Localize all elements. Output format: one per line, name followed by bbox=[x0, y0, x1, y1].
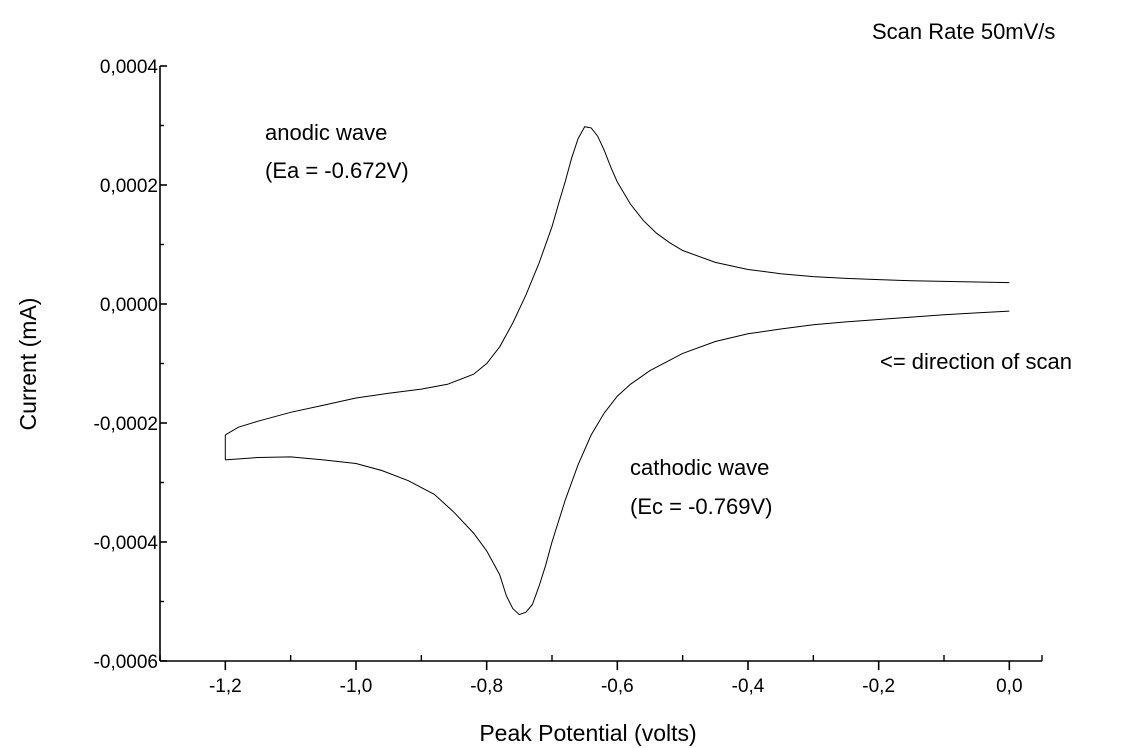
x-tick-label: -1,2 bbox=[209, 676, 242, 697]
x-tick-label: -0,8 bbox=[470, 676, 503, 697]
y-tick-label: 0,0000 bbox=[100, 295, 158, 316]
x-tick-label: 0,0 bbox=[996, 676, 1022, 697]
y-tick-label: -0,0004 bbox=[94, 533, 159, 554]
cathodic-potential-label: (Ec = -0.769V) bbox=[630, 494, 772, 519]
y-tick-label: -0,0002 bbox=[94, 414, 158, 435]
y-tick-label: 0,0002 bbox=[100, 176, 158, 197]
anodic-branch-line bbox=[225, 126, 1010, 436]
x-ticks: -1,2 -1,0 -0,8 -0,6 -0,4 -0,2 0,0 bbox=[159, 655, 1043, 697]
anodic-wave-label: anodic wave bbox=[265, 120, 387, 145]
cathodic-wave-label: cathodic wave bbox=[630, 455, 769, 480]
y-axis-label: Current (mA) bbox=[15, 298, 41, 431]
anodic-potential-label: (Ea = -0.672V) bbox=[265, 158, 409, 183]
scan-direction-label: <= direction of scan bbox=[880, 349, 1072, 374]
plot-area bbox=[224, 126, 1010, 616]
cathodic-branch-line bbox=[225, 310, 1010, 616]
x-tick-label: -0,2 bbox=[862, 676, 895, 697]
x-axis-label: Peak Potential (volts) bbox=[479, 720, 696, 746]
y-tick-label: -0,0006 bbox=[94, 652, 158, 673]
x-tick-label: -0,6 bbox=[601, 676, 634, 697]
chart-subtitle: Scan Rate 50mV/s bbox=[872, 19, 1055, 44]
y-ticks: 0,0004 0,0002 0,0000 -0,0002 -0,0004 -0,0006 bbox=[94, 57, 167, 673]
x-tick-label: -1,0 bbox=[340, 676, 373, 697]
x-tick-label: -0,4 bbox=[732, 676, 765, 697]
y-tick-label: 0,0004 bbox=[100, 57, 159, 78]
